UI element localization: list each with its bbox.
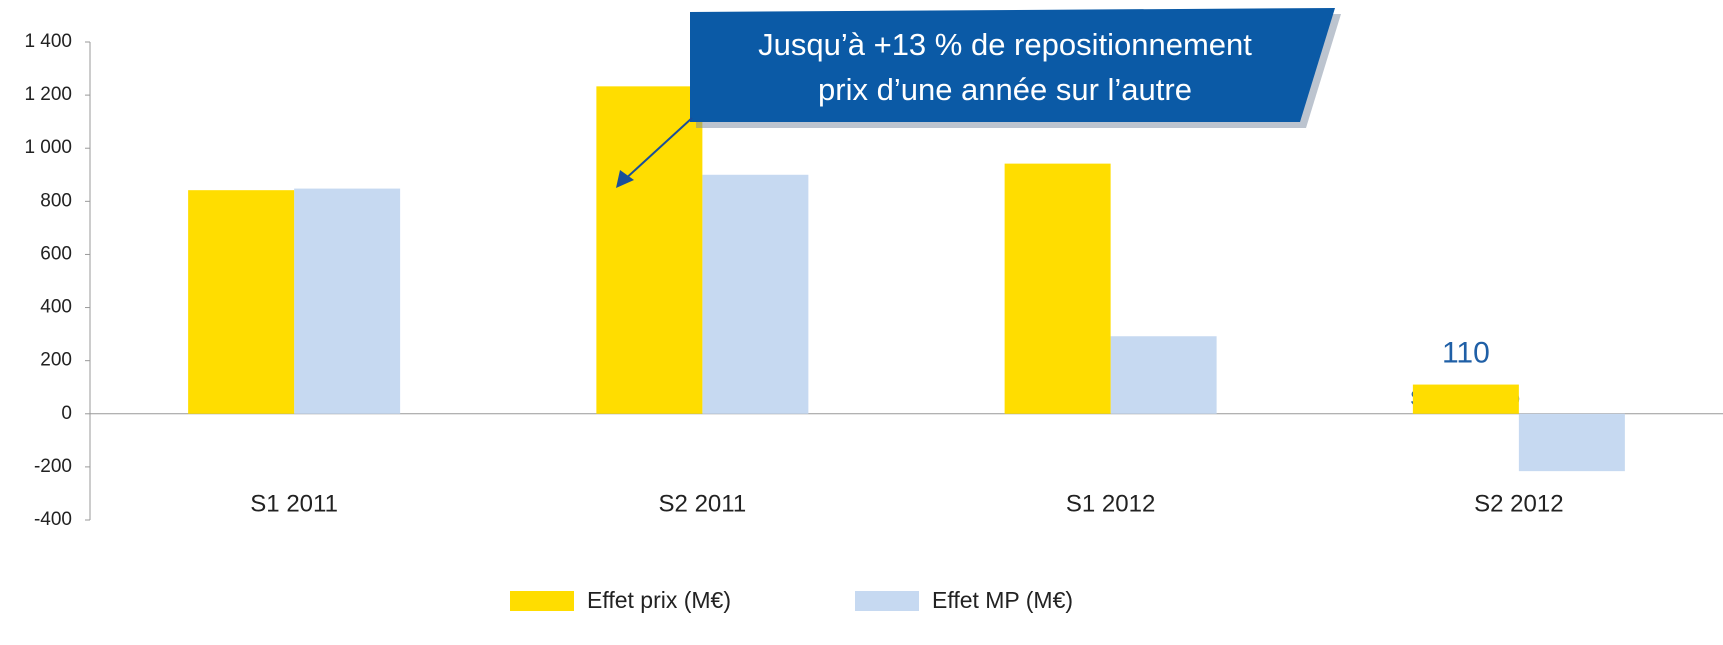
bar	[1004, 163, 1111, 414]
y-tick-label: 600	[40, 243, 72, 264]
bar	[702, 174, 809, 414]
callout-text: prix d’une année sur l’autre	[818, 72, 1192, 107]
bar	[188, 190, 295, 414]
y-tick-label: 1 200	[24, 84, 72, 105]
callout-text: Jusqu’à +13 % de repositionnement	[758, 27, 1252, 62]
y-tick-label: -400	[34, 509, 72, 530]
y-tick-label: 800	[40, 190, 72, 211]
y-tick-label: 1 000	[24, 137, 72, 158]
x-tick-label: S1 2011	[250, 490, 338, 517]
bar	[1412, 384, 1519, 414]
callout-box	[690, 8, 1335, 122]
x-tick-label: S2 2011	[659, 490, 747, 517]
y-tick-label: 400	[40, 297, 72, 318]
legend-label: Effet MP (M€)	[932, 587, 1073, 613]
y-tick-label: -200	[34, 456, 72, 477]
x-tick-label: S1 2012	[1066, 490, 1155, 517]
callout-arrow	[621, 117, 693, 183]
legend-swatch	[510, 591, 574, 611]
legend-swatch	[855, 591, 919, 611]
bar	[1518, 413, 1625, 472]
bar	[294, 188, 401, 414]
callout-arrowhead	[616, 170, 634, 188]
legend-label: Effet prix (M€)	[587, 587, 731, 613]
y-tick-label: 1 400	[24, 31, 72, 52]
bar	[1110, 336, 1217, 414]
y-tick-label: 200	[40, 350, 72, 371]
bar	[596, 86, 703, 414]
data-label: 110	[1442, 336, 1490, 369]
y-tick-label: 0	[61, 403, 72, 424]
x-tick-label: S2 2012	[1474, 490, 1563, 517]
